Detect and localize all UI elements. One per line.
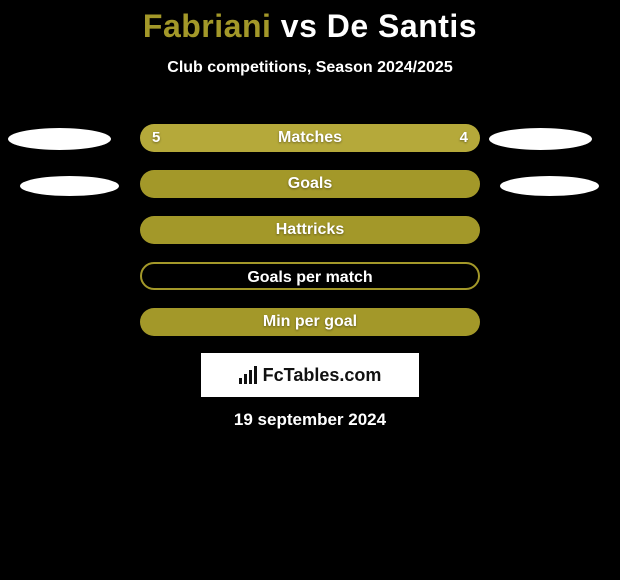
date-label: 19 september 2024 — [0, 410, 620, 430]
logo-text-bold: Fc — [263, 365, 284, 385]
stat-label: Min per goal — [140, 308, 480, 336]
subtitle: Club competitions, Season 2024/2025 — [0, 59, 620, 77]
player1-name: Fabriani — [143, 8, 271, 44]
stat-bar-goals: Goals — [140, 170, 480, 198]
stat-row-gpm: Goals per match — [0, 262, 620, 308]
fctables-logo: FcTables.com — [239, 365, 382, 386]
stat-row-hattricks: Hattricks — [0, 216, 620, 262]
logo-box: FcTables.com — [201, 353, 419, 397]
stat-row-mpg: Min per goal — [0, 308, 620, 354]
stat-bar-hattricks: Hattricks — [140, 216, 480, 244]
left-ellipse — [20, 176, 119, 196]
stat-label: Goals — [140, 170, 480, 198]
stat-label: Matches — [140, 124, 480, 152]
stat-row-goals: Goals — [0, 170, 620, 216]
stat-row-matches: 5Matches4 — [0, 124, 620, 170]
player2-name: De Santis — [327, 8, 477, 44]
stat-right-value: 4 — [460, 124, 468, 152]
stat-bar-matches: 5Matches4 — [140, 124, 480, 152]
logo-text-rest: Tables.com — [284, 365, 382, 385]
stat-label: Hattricks — [140, 216, 480, 244]
logo-bars-icon — [239, 366, 257, 384]
right-ellipse — [500, 176, 599, 196]
stat-label: Goals per match — [142, 264, 478, 292]
stat-bar-mpg: Min per goal — [140, 308, 480, 336]
left-ellipse — [8, 128, 111, 150]
stat-bar-gpm: Goals per match — [140, 262, 480, 290]
title-vs: vs — [281, 8, 318, 44]
page-title: Fabriani vs De Santis — [0, 0, 620, 45]
right-ellipse — [489, 128, 592, 150]
comparison-infographic: Fabriani vs De Santis Club competitions,… — [0, 0, 620, 580]
